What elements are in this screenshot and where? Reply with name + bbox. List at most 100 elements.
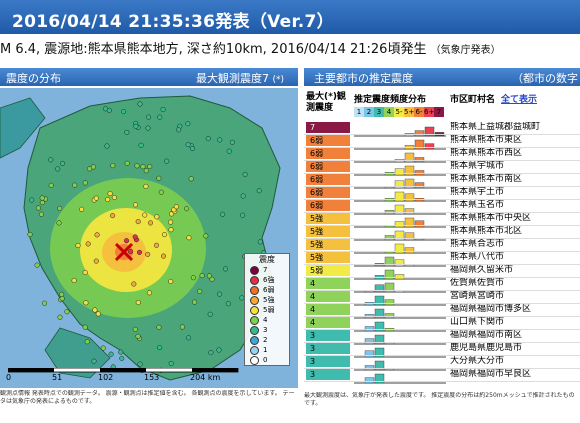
row-divider [304, 368, 580, 369]
row-city[interactable]: 鹿児島県鹿児島市 [450, 343, 523, 353]
row-city[interactable]: 熊本県八代市 [450, 252, 505, 262]
table-row[interactable]: 6弱 熊本県宇城市 [304, 161, 580, 176]
station-dot [140, 164, 146, 170]
row-distribution [354, 122, 446, 137]
station-dots [27, 101, 267, 373]
table-row[interactable]: 4 福岡県福岡市博多区 [304, 304, 580, 319]
row-city[interactable]: 熊本県宇城市 [450, 161, 505, 171]
station-dot [135, 219, 141, 225]
row-city[interactable]: 熊本県玉名市 [450, 200, 505, 210]
row-city[interactable]: 熊本県熊本市南区 [450, 174, 523, 184]
table-row[interactable]: 7 熊本県上益城郡益城町 [304, 122, 580, 137]
intensity-map[interactable]: 震度 7 6強 6弱 5強 5弱 4 3 2 1 0 0 51 102 153 204 km [0, 88, 298, 388]
table-row[interactable]: 6弱 熊本県玉名市 [304, 200, 580, 215]
legend-item: 5弱 [245, 305, 289, 315]
table-row[interactable]: 5弱 福岡県久留米市 [304, 265, 580, 280]
station-dot [199, 273, 205, 279]
station-dot [209, 276, 215, 282]
table-row[interactable]: 4 佐賀県佐賀市 [304, 278, 580, 293]
row-distribution [354, 317, 446, 332]
station-dot [147, 220, 154, 226]
legend-item: 7 [245, 265, 289, 275]
row-distribution [354, 213, 446, 228]
row-intensity: 6弱 [306, 187, 350, 198]
distribution-bar [374, 373, 385, 384]
station-dot [146, 290, 152, 296]
table-row[interactable]: 6弱 熊本県熊本市東区 [304, 135, 580, 150]
table-row[interactable]: 4 山口県下関市 [304, 317, 580, 332]
distribution-bar [394, 191, 405, 202]
row-city[interactable]: 熊本県合志市 [450, 239, 505, 249]
table-row[interactable]: 5強 熊本県合志市 [304, 239, 580, 254]
row-city[interactable]: 熊本県宇土市 [450, 187, 505, 197]
row-city[interactable]: 熊本県熊本市北区 [450, 226, 523, 236]
row-city[interactable]: 福岡県福岡市早良区 [450, 369, 532, 379]
station-dot [60, 160, 66, 166]
station-dot [143, 168, 149, 174]
legend-swatch-icon [250, 315, 259, 325]
station-dot [86, 166, 93, 172]
row-distribution [354, 200, 446, 215]
station-dot [59, 291, 65, 297]
row-city[interactable]: 大分県大分市 [450, 356, 505, 366]
row-city[interactable]: 佐賀県佐賀市 [450, 278, 505, 288]
table-row[interactable]: 6弱 熊本県熊本市西区 [304, 148, 580, 163]
table-row[interactable]: 5強 熊本県熊本市中央区 [304, 213, 580, 228]
station-dot [119, 355, 125, 361]
station-dot [222, 266, 229, 272]
station-dot [64, 309, 70, 315]
distribution-legend-cell: 7 [434, 107, 444, 117]
row-distribution [354, 343, 446, 358]
distribution-legend-cell: 2 [364, 107, 374, 117]
station-dot [131, 281, 137, 287]
station-dot [143, 183, 149, 189]
row-city[interactable]: 熊本県熊本市西区 [450, 148, 523, 158]
row-intensity: 5強 [306, 226, 350, 237]
row-intensity: 4 [306, 278, 350, 289]
table-row[interactable]: 6弱 熊本県熊本市南区 [304, 174, 580, 189]
table-row[interactable]: 5強 熊本県熊本市北区 [304, 226, 580, 241]
show-all-link[interactable]: 全て表示 [501, 95, 538, 105]
station-dot [207, 311, 213, 317]
table-row[interactable]: 3 大分県大分市 [304, 356, 580, 371]
distribution-bar [374, 360, 385, 371]
row-city[interactable]: 山口県下関市 [450, 317, 505, 327]
row-city[interactable]: 熊本県熊本市東区 [450, 135, 523, 145]
station-dot [160, 253, 167, 259]
distribution-bar [384, 313, 395, 319]
table-row[interactable]: 3 鹿児島県鹿児島市 [304, 343, 580, 358]
row-intensity: 5弱 [306, 265, 350, 276]
row-city[interactable]: 熊本県上益城郡益城町 [450, 122, 541, 132]
station-dot [85, 241, 91, 247]
distribution-bar [394, 168, 405, 176]
row-intensity: 3 [306, 369, 350, 380]
row-city[interactable]: 宮崎県宮崎市 [450, 291, 505, 301]
table-row[interactable]: 3 福岡県福岡市早良区 [304, 369, 580, 384]
station-dot [145, 125, 151, 131]
station-dot [93, 258, 99, 264]
table-row[interactable]: 4 宮崎県宮崎市 [304, 291, 580, 306]
legend-swatch-icon [250, 335, 259, 345]
table-row[interactable]: 6弱 熊本県宇土市 [304, 187, 580, 202]
distribution-bar [394, 274, 405, 280]
scale-tick: 204 km [190, 373, 221, 382]
map-panel-title: 震度の分布 [6, 72, 61, 85]
table-row[interactable]: 3 福岡県福岡市南区 [304, 330, 580, 345]
row-city[interactable]: 福岡県福岡市博多区 [450, 304, 532, 314]
map-scale-bar: 0 51 102 153 204 km [6, 367, 248, 384]
table-row[interactable]: 5強 熊本県八代市 [304, 252, 580, 267]
legend-swatch-icon [250, 355, 259, 365]
header-bar: 2016/04/14 21:35:36発表（Ver.7） [0, 0, 580, 34]
row-city[interactable]: 熊本県熊本市中央区 [450, 213, 532, 223]
station-dot [240, 193, 246, 199]
row-city[interactable]: 福岡県久留米市 [450, 265, 514, 275]
row-distribution [354, 226, 446, 241]
row-intensity: 3 [306, 356, 350, 367]
cities-panel-title: 主要都市の推定震度 [314, 72, 413, 85]
row-divider [304, 225, 580, 226]
row-distribution [354, 278, 446, 293]
station-dot [137, 361, 143, 367]
row-city[interactable]: 福岡県福岡市南区 [450, 330, 523, 340]
row-intensity: 5強 [306, 239, 350, 250]
station-dot [206, 273, 212, 279]
